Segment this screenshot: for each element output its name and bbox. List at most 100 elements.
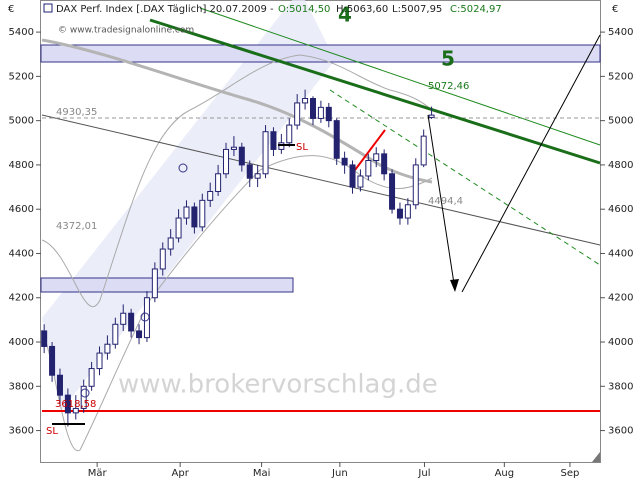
- y-unit: €: [612, 4, 618, 15]
- candle-body: [159, 248, 166, 270]
- trend-line: [41, 114, 601, 246]
- x-tick-label: Aug: [495, 468, 515, 479]
- candle-body: [278, 142, 285, 150]
- y-tick-label: 3600: [9, 426, 34, 437]
- y-tick-label: 3800: [9, 381, 34, 392]
- x-tick-label: Mär: [88, 468, 108, 479]
- marker: [80, 388, 90, 398]
- wave-label: 5: [441, 47, 455, 71]
- ohlc-high: H:5063,60: [336, 4, 388, 15]
- sl-label: SL: [296, 142, 308, 153]
- candle-body: [357, 175, 364, 188]
- candle-body: [199, 199, 206, 228]
- candle-body: [215, 173, 222, 192]
- candle-body: [80, 385, 87, 409]
- candle-body: [373, 153, 380, 161]
- arrow-head: [450, 279, 459, 292]
- candle-body: [341, 157, 348, 166]
- candle-body: [96, 352, 103, 370]
- candle-body: [112, 323, 119, 345]
- trend-line: [149, 18, 601, 165]
- candle-body: [365, 159, 372, 177]
- arrow: [461, 34, 601, 293]
- candle-body: [167, 237, 174, 250]
- candle-body: [64, 394, 71, 414]
- corner: [592, 452, 600, 462]
- candle-body: [72, 407, 79, 414]
- y-tick-label: 5400: [608, 27, 633, 38]
- y-unit: €: [8, 4, 14, 15]
- y-tick-label: 4600: [608, 204, 633, 215]
- level-label: 3618,58: [55, 399, 96, 410]
- level-label: 4372,01: [56, 221, 97, 232]
- candle-body: [104, 343, 111, 354]
- candle-body: [262, 131, 269, 175]
- y-tick-label: 4400: [608, 248, 633, 259]
- legend-swatch: [43, 3, 53, 13]
- candle-body: [325, 106, 332, 122]
- candle-body: [412, 164, 419, 206]
- watermark: www.brokervorschlag.de: [118, 370, 438, 400]
- y-tick-label: 5200: [608, 71, 633, 82]
- target-label: 5072,46: [428, 81, 469, 92]
- plot-frame: [40, 0, 601, 463]
- candle-body: [294, 102, 301, 126]
- trend-line: [199, 7, 601, 146]
- candle-body: [396, 208, 403, 219]
- y-tick-label: 4200: [608, 293, 633, 304]
- x-tick-label: Sep: [561, 468, 580, 479]
- candle-body: [120, 312, 127, 325]
- candle-body: [230, 146, 237, 150]
- candle-body: [420, 135, 427, 166]
- candle-body: [41, 330, 48, 347]
- candle-body: [270, 131, 277, 150]
- candle-body: [183, 206, 190, 219]
- zone-box: [40, 44, 601, 63]
- ohlc-open: O:5014,50: [278, 4, 330, 15]
- y-tick-label: 3600: [608, 426, 633, 437]
- red-line: [354, 129, 386, 171]
- candle-body: [286, 124, 293, 144]
- x-tick-label: Apr: [172, 468, 190, 479]
- y-tick-label: 4000: [608, 337, 633, 348]
- candle-body: [349, 164, 356, 188]
- candle-body: [207, 190, 214, 201]
- candle-body: [191, 206, 198, 228]
- moving-average: [41, 38, 433, 184]
- candle-body: [428, 114, 435, 118]
- candle-body: [136, 330, 143, 339]
- candle-body: [404, 204, 411, 219]
- y-tick-label: 5000: [9, 116, 34, 127]
- candle-body: [56, 374, 63, 396]
- arrow: [427, 114, 456, 291]
- x-tick-label: Mai: [253, 468, 271, 479]
- candle-body: [238, 146, 245, 166]
- candle-body: [151, 268, 158, 299]
- legend-label: DAX Perf. Index [.DAX Täglich] 20.07.200…: [56, 4, 274, 15]
- y-tick-label: 4200: [9, 293, 34, 304]
- ohlc-close: C:5024,97: [450, 4, 502, 15]
- y-tick-label: 4800: [608, 160, 633, 171]
- x-tick-label: Jul: [417, 468, 430, 479]
- candle-body: [381, 153, 388, 175]
- candle-body: [223, 148, 230, 175]
- level-label: 4930,35: [56, 107, 97, 118]
- sl-label: SL: [46, 426, 58, 437]
- y-tick-label: 4400: [9, 248, 34, 259]
- wave-label: 4: [338, 3, 352, 27]
- y-tick-label: 4000: [9, 337, 34, 348]
- y-tick-label: 3800: [608, 381, 633, 392]
- candle-body: [246, 164, 253, 179]
- y-tick-label: 4600: [9, 204, 34, 215]
- marker: [140, 312, 150, 322]
- candle-body: [128, 312, 135, 332]
- marker: [178, 163, 188, 173]
- level-label: 4494,4: [428, 196, 463, 207]
- x-tick-label: Jun: [331, 468, 348, 479]
- candle-body: [309, 98, 316, 119]
- copyright: © www.tradesignalonline.com: [58, 26, 194, 36]
- candle-body: [88, 368, 95, 387]
- candle-body: [389, 173, 396, 210]
- band-upper: [41, 54, 433, 308]
